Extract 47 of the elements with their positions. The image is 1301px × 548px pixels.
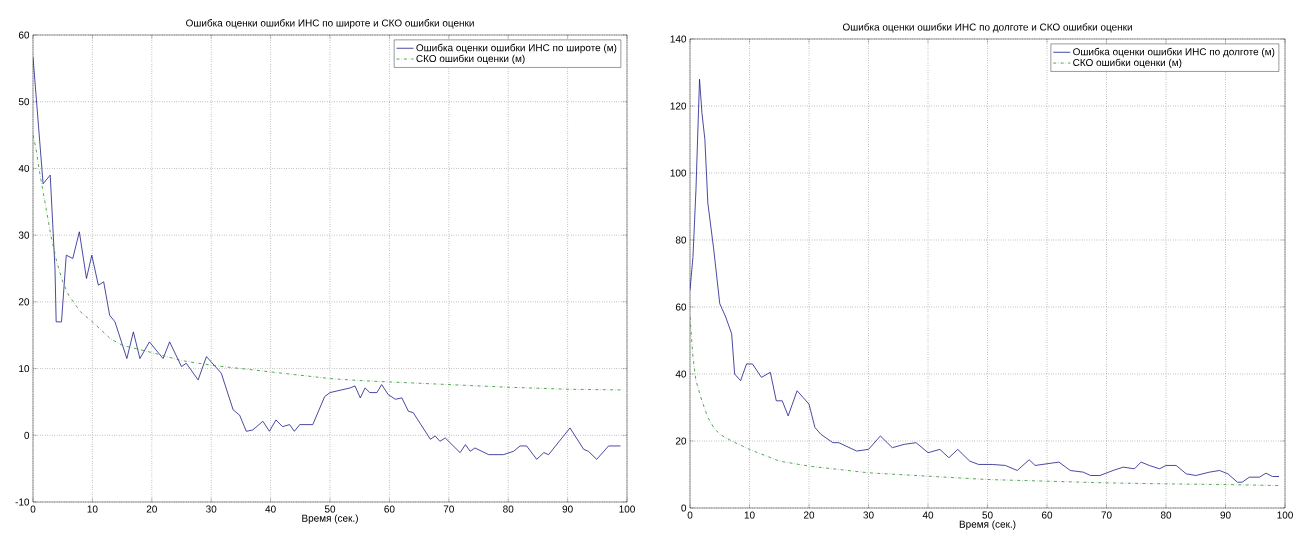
y-tick-label: 40 [675,370,687,378]
x-tick-label: 100 [1277,511,1293,519]
legend-label: СКО ошибки оценки (м) [416,54,525,65]
x-tick-label: 70 [1101,511,1112,519]
x-tick-label: 30 [863,511,874,519]
x-tick-label: 10 [744,511,755,519]
x-tick-label: 40 [265,505,276,513]
x-tick-label: 60 [1041,511,1053,519]
x-tick-label: 80 [1160,511,1172,519]
x-tick-label: 100 [619,505,635,513]
y-tick-label: 10 [19,365,30,373]
x-tick-label: 90 [562,505,573,513]
x-tick-label: 60 [384,505,395,513]
x-tick-label: 80 [503,505,514,513]
y-tick-label: 40 [18,164,30,172]
y-tick-label: 100 [670,169,687,177]
x-tick-label: 50 [324,505,336,513]
legend-label: Ошибка оценки ошибки ИНС по долготе (м) [1073,47,1275,58]
chart-title: Ошибка оценки ошибки ИНС по долготе и СКО ошибки оценки [842,23,1132,33]
y-tick-label: 140 [670,35,687,43]
y-tick-label: 120 [670,102,687,110]
line-series [690,78,1280,483]
y-tick-label: -10 [15,498,30,506]
x-tick-label: 50 [982,511,993,519]
x-tick-label: 20 [146,505,157,513]
x-axis-title: Время (сек.) [959,520,1016,530]
x-tick-label: 90 [1220,511,1231,519]
chart-title: Ошибка оценки ошибки ИНС по широте и СКО ошибки оценки [186,19,474,29]
x-tick-label: 40 [922,511,934,519]
y-tick-label: 60 [675,303,687,311]
x-tick-label: 70 [443,505,454,513]
line-series [690,316,1280,486]
x-tick-label: 10 [87,505,98,513]
y-tick-label: 20 [18,298,30,306]
x-axis-title: Время (сек.) [302,514,358,524]
y-tick-label: 60 [18,31,30,39]
x-tick-label: 0 [30,505,36,513]
x-tick-label: 20 [803,511,815,519]
y-tick-label: 80 [675,236,687,244]
legend-label: СКО ошибки оценки (м) [1073,58,1182,69]
y-tick-label: 50 [18,98,30,106]
y-tick-label: 20 [675,437,687,445]
y-tick-label: 0 [24,431,30,439]
legend-label: Ошибка оценки ошибки ИНС по широте (м) [416,43,617,54]
x-tick-label: 30 [206,505,217,513]
y-tick-label: 30 [18,231,30,239]
x-tick-label: 0 [687,511,693,519]
